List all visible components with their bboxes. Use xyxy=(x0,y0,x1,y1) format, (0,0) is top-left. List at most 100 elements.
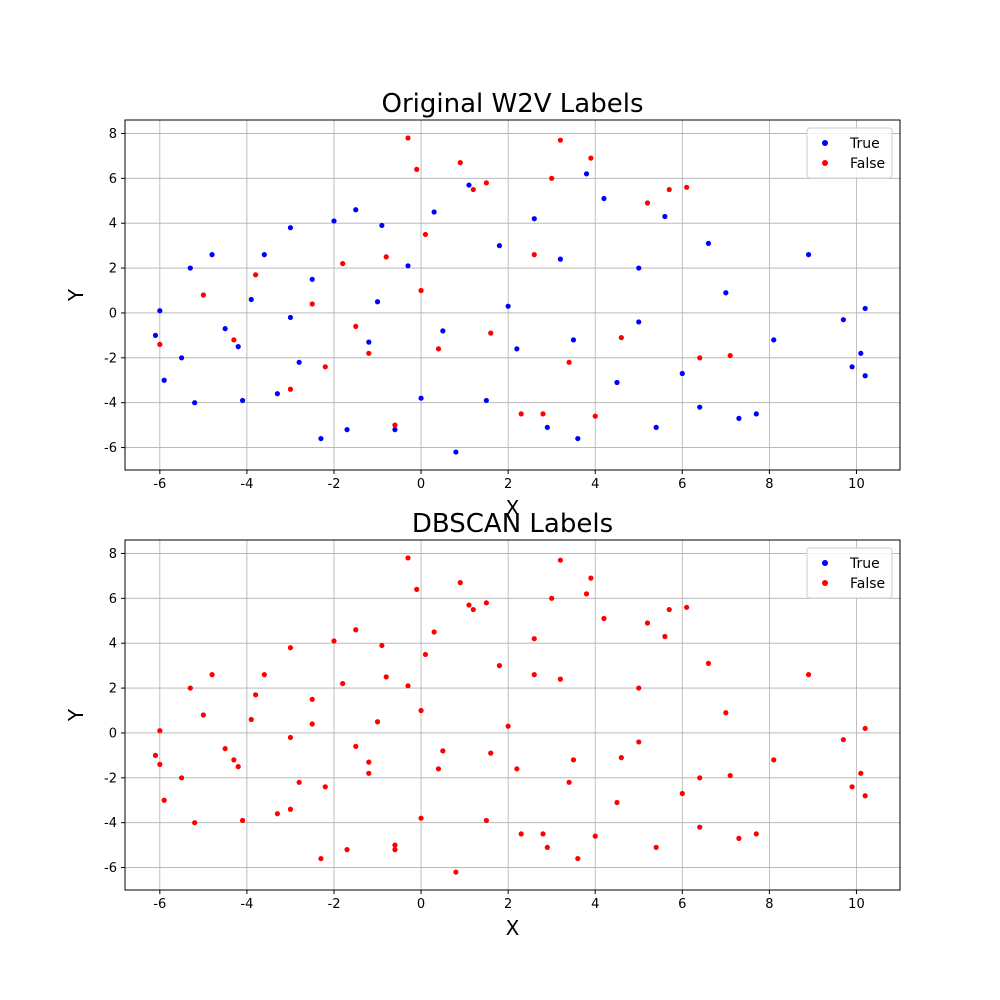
data-point-false xyxy=(374,719,381,725)
data-point-false xyxy=(383,674,389,680)
data-point-true xyxy=(753,411,759,417)
data-point-false xyxy=(331,638,337,644)
legend-marker-false xyxy=(822,580,828,586)
data-point-true xyxy=(152,332,159,338)
data-point-false xyxy=(353,627,359,633)
data-point-false xyxy=(557,676,563,682)
y-tick-label: -4 xyxy=(104,396,117,411)
data-point-false xyxy=(592,413,598,419)
data-point-false xyxy=(353,743,359,750)
y-tick-label: -6 xyxy=(104,861,117,876)
data-point-true xyxy=(453,449,459,455)
data-point-false xyxy=(231,337,237,343)
data-point-true xyxy=(723,290,729,296)
data-point-false xyxy=(440,748,446,754)
data-point-true xyxy=(296,359,302,365)
data-point-false xyxy=(705,660,712,666)
data-point-true xyxy=(179,355,185,361)
data-point-false xyxy=(483,600,489,606)
x-tick-label: 4 xyxy=(591,897,599,912)
data-point-false xyxy=(253,692,259,698)
data-point-false xyxy=(414,166,420,172)
data-point-false xyxy=(418,287,424,294)
data-point-false xyxy=(575,855,581,862)
data-point-false xyxy=(457,580,463,586)
data-point-true xyxy=(697,404,703,410)
data-point-true xyxy=(662,213,668,220)
data-point-false xyxy=(588,575,594,581)
data-point-false xyxy=(557,557,563,563)
data-point-false xyxy=(684,604,690,610)
y-tick-label: 4 xyxy=(109,217,117,232)
data-point-false xyxy=(466,602,472,608)
data-point-false xyxy=(152,752,159,758)
data-points xyxy=(152,555,868,875)
data-point-true xyxy=(366,339,372,345)
legend-marker-true xyxy=(822,140,828,146)
data-point-true xyxy=(261,252,267,258)
data-point-false xyxy=(235,764,241,770)
data-point-false xyxy=(518,831,524,837)
x-tick-label: 6 xyxy=(678,477,686,492)
data-point-true xyxy=(840,317,846,323)
data-point-true xyxy=(248,296,254,303)
y-tick-label: 8 xyxy=(109,547,117,562)
data-point-false xyxy=(340,260,346,267)
data-point-false xyxy=(662,633,668,640)
legend-label-false: False xyxy=(850,576,885,592)
data-point-false xyxy=(531,672,537,678)
data-point-false xyxy=(862,793,868,799)
x-tick-label: 8 xyxy=(765,477,773,492)
data-point-false xyxy=(666,606,672,613)
legend-marker-false xyxy=(822,160,828,166)
data-point-false xyxy=(566,779,572,785)
x-tick-label: -4 xyxy=(240,477,253,492)
x-axis-label: X xyxy=(506,916,520,940)
data-point-true xyxy=(736,415,742,421)
data-point-false xyxy=(457,160,463,166)
data-point-true xyxy=(418,395,424,401)
data-point-false xyxy=(322,364,328,370)
y-axis-label: Y xyxy=(64,708,88,722)
data-point-false xyxy=(405,683,411,689)
data-point-false xyxy=(392,847,398,853)
data-point-true xyxy=(636,319,642,325)
data-point-true xyxy=(192,400,198,406)
data-point-false xyxy=(679,790,685,797)
y-tick-label: 6 xyxy=(109,172,117,187)
y-tick-label: -6 xyxy=(104,441,117,456)
data-point-true xyxy=(614,379,620,386)
x-tick-label: -4 xyxy=(240,897,253,912)
legend-box xyxy=(806,547,893,599)
data-point-true xyxy=(379,222,385,229)
data-point-true xyxy=(431,209,437,215)
data-point-true xyxy=(679,370,685,377)
data-point-true xyxy=(505,303,511,309)
data-point-false xyxy=(383,254,389,260)
x-tick-label: 8 xyxy=(765,897,773,912)
x-tick-label: -6 xyxy=(153,477,166,492)
data-point-false xyxy=(736,835,742,841)
legend-box xyxy=(806,127,893,179)
data-point-true xyxy=(583,171,590,177)
plot-frame xyxy=(124,119,901,471)
data-point-false xyxy=(287,386,294,392)
data-point-false xyxy=(483,180,489,186)
x-tick-label: 6 xyxy=(678,897,686,912)
data-point-true xyxy=(557,256,563,262)
x-tick-label: 4 xyxy=(591,477,599,492)
y-tick-label: 4 xyxy=(109,637,117,652)
data-point-true xyxy=(496,243,503,249)
data-point-true xyxy=(235,344,241,350)
data-points xyxy=(152,135,868,455)
data-point-false xyxy=(588,155,594,161)
y-tick-label: 2 xyxy=(109,682,117,697)
grid xyxy=(125,540,900,890)
data-point-true xyxy=(309,276,315,282)
data-point-false xyxy=(353,323,359,330)
data-point-false xyxy=(805,672,812,678)
data-point-false xyxy=(422,651,429,658)
data-point-true xyxy=(331,218,337,224)
data-point-true xyxy=(575,435,581,442)
data-point-false xyxy=(209,672,215,678)
